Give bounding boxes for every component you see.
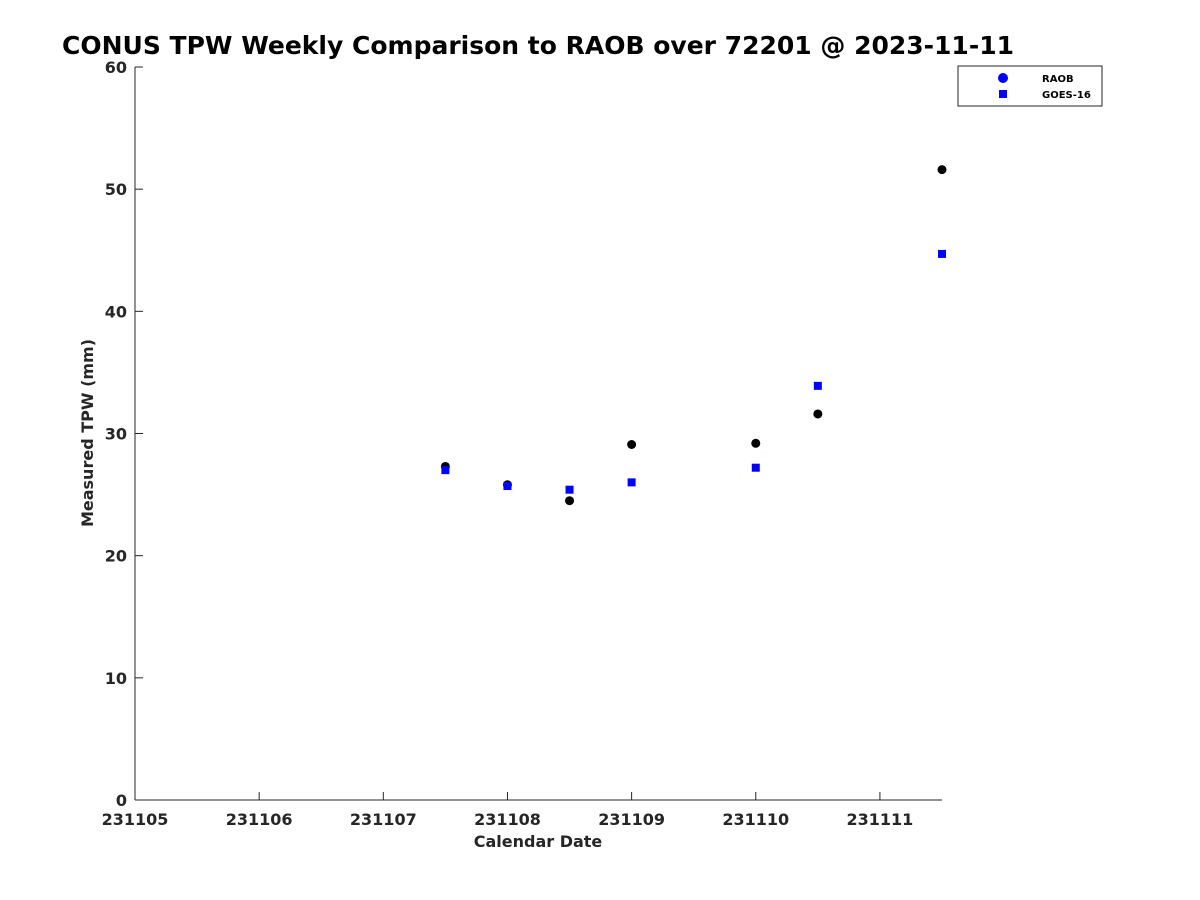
series-layer [440, 165, 947, 506]
legend-marker-goes16 [999, 90, 1007, 98]
legend: RAOB GOES-16 [957, 65, 1103, 107]
y-tick-label: 40 [105, 302, 127, 321]
point-raob [627, 439, 637, 449]
y-axis-label: Measured TPW (mm) [78, 339, 97, 527]
legend-label-raob: RAOB [1042, 74, 1074, 85]
y-tick-label: 50 [105, 180, 127, 199]
point-goes16 [503, 482, 512, 491]
point-goes16 [813, 381, 822, 390]
legend-marker-raob [998, 73, 1008, 83]
x-tick-label: 231107 [350, 810, 417, 829]
point-raob [751, 438, 761, 448]
x-tick-label: 231108 [474, 810, 541, 829]
point-raob [937, 165, 947, 175]
legend-box [957, 65, 1103, 107]
point-raob [565, 496, 575, 506]
point-goes16 [565, 485, 574, 494]
x-tick-label: 231109 [598, 810, 665, 829]
y-tick-label: 60 [105, 58, 127, 77]
x-tick-label: 231110 [722, 810, 789, 829]
plot-area: 231105 231106 231107 231108 231109 231110 2311… [102, 58, 947, 829]
x-tick-label: 231111 [847, 810, 914, 829]
point-goes16 [751, 463, 760, 472]
y-tick-label: 20 [105, 547, 127, 566]
x-tick-label: 231106 [226, 810, 293, 829]
y-tick-label: 0 [116, 791, 127, 810]
chart-title: CONUS TPW Weekly Comparison to RAOB over… [62, 31, 1014, 60]
point-goes16 [627, 478, 636, 487]
y-tick-label: 30 [105, 425, 127, 444]
legend-label-goes16: GOES-16 [1042, 90, 1091, 101]
y-tick-label: 10 [105, 669, 127, 688]
y-ticks: 0 10 20 30 40 50 60 [105, 58, 143, 810]
x-tick-label: 231105 [102, 810, 169, 829]
x-ticks: 231105 231106 231107 231108 231109 231110 2311… [102, 792, 914, 829]
point-goes16 [938, 249, 946, 258]
x-axis-label: Calendar Date [474, 832, 603, 851]
point-goes16 [441, 466, 450, 475]
point-raob [813, 409, 823, 419]
